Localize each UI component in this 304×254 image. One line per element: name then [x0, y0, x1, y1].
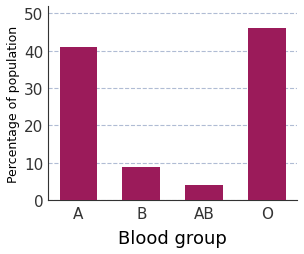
- Bar: [185, 185, 223, 200]
- Bar: [123, 167, 160, 200]
- Bar: [60, 48, 97, 200]
- Y-axis label: Percentage of population: Percentage of population: [7, 25, 20, 182]
- X-axis label: Blood group: Blood group: [118, 229, 227, 247]
- Bar: [248, 29, 286, 200]
